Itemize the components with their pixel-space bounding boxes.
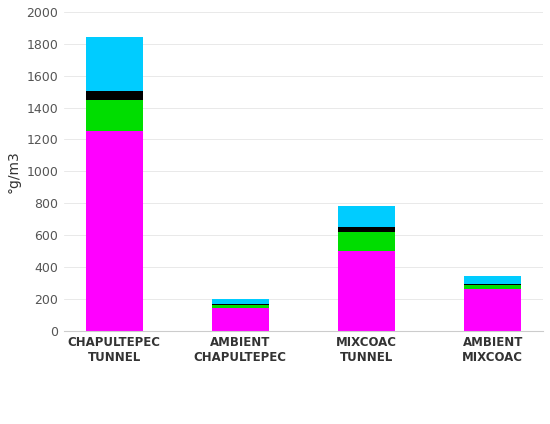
Bar [212,299,269,304]
Bar [86,91,142,100]
Bar [212,305,269,308]
Y-axis label: °g/m3: °g/m3 [7,150,21,192]
Bar [464,285,521,289]
Bar [338,251,395,331]
Bar [86,100,142,131]
Bar [86,131,142,331]
Bar [212,304,269,305]
Bar [338,232,395,251]
Bar [86,37,142,91]
Bar [464,289,521,331]
Bar [338,206,395,227]
Bar [212,308,269,331]
Bar [338,227,395,232]
Bar [464,276,521,284]
Bar [464,284,521,285]
